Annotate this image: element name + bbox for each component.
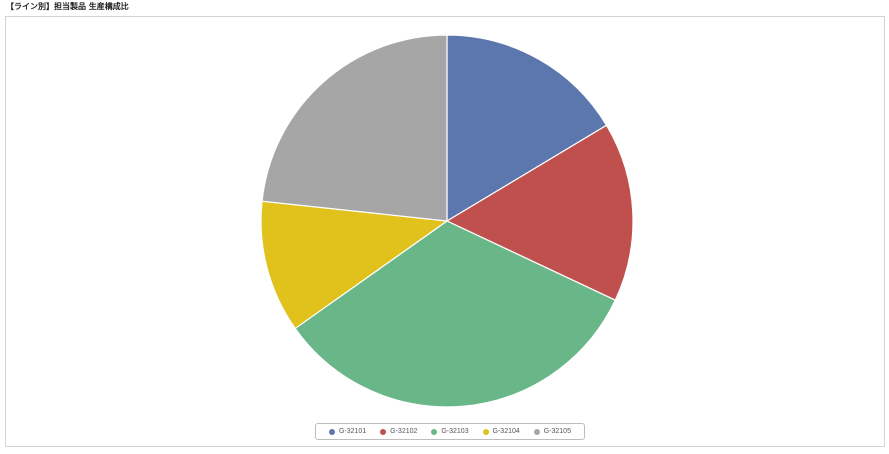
legend-item-g-32104[interactable]: G-32104 [482,428,520,435]
legend-label: G-32103 [441,428,469,435]
legend-label: G-32102 [390,428,418,435]
pie-slice-g-32101[interactable] [446,34,608,223]
chart-legend: G-32101 G-32102 G-32103 G-32104 G-32105 [315,423,585,440]
legend-item-g-32101[interactable]: G-32101 [328,428,367,435]
pie-slice-g-32104[interactable] [260,200,449,330]
pie-slice-g-32103[interactable] [294,220,617,408]
legend-label: G-32104 [492,428,520,435]
legend-dot-icon [380,428,387,435]
legend-dot-icon [328,428,335,435]
legend-item-g-32103[interactable]: G-32103 [431,428,469,435]
legend-label: G-32101 [338,428,367,435]
page-title: 【ライン別】担当製品 生産構成比 [6,2,129,11]
legend-dot-icon [482,428,489,435]
legend-item-g-32102[interactable]: G-32102 [380,428,417,435]
pie-slice-g-32105[interactable] [261,34,448,222]
pie-slice-g-32102[interactable] [445,124,634,301]
legend-item-g-32105[interactable]: G-32105 [533,428,571,435]
legend-label: G-32105 [543,428,571,435]
chart-frame: G-32101 G-32102 G-32103 G-32104 G-32105 [5,16,885,447]
legend-dot-icon [533,428,540,435]
legend-dot-icon [431,428,438,435]
pie-chart [260,34,634,408]
